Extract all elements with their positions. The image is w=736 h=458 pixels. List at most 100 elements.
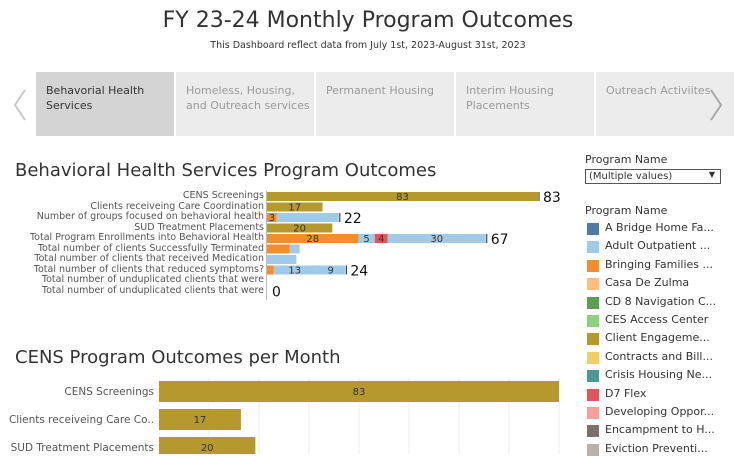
legend-item-label: Developing Oppor... bbox=[605, 405, 715, 418]
chart1-bar-segment bbox=[289, 244, 300, 254]
legend-item-label: CES Access Center bbox=[605, 313, 709, 326]
tab-behavioral-health[interactable]: Behavorial Health Services bbox=[36, 72, 174, 136]
legend: A Bridge Home Fa... Adult Outpatient ... B… bbox=[587, 221, 727, 456]
chart1-row-label: Total number of unduplicated clients tha… bbox=[41, 284, 264, 296]
tab-permanent-housing[interactable]: Permanent Housing bbox=[316, 72, 454, 136]
program-name-filter-dropdown[interactable]: (Multiple values) ▼ bbox=[585, 169, 721, 184]
chart1-segment-label: 83 bbox=[396, 192, 409, 203]
chart1-segment-label: 4 bbox=[378, 234, 384, 245]
legend-item-label: Casa De Zulma bbox=[605, 276, 690, 290]
chart1-segment-label: 5 bbox=[363, 234, 369, 245]
chart2-bar-label: 17 bbox=[194, 415, 207, 426]
chevron-left-icon[interactable] bbox=[12, 88, 28, 122]
chart1-bar-segment bbox=[387, 234, 486, 243]
chart1-segment-label: 17 bbox=[288, 203, 301, 214]
chart1-row-label: Number of groups focused on behavioral h… bbox=[36, 211, 264, 222]
chart1-bar-segment bbox=[267, 192, 538, 201]
chevron-right-icon[interactable] bbox=[708, 88, 724, 122]
legend-swatch bbox=[587, 407, 599, 419]
chart2-bar-label: 83 bbox=[353, 387, 366, 398]
chart1-row-label: Clients receiveing Care Coordination bbox=[90, 200, 264, 212]
chart1-row-label: CENS Screenings bbox=[182, 190, 264, 201]
chart2-bars: 83 17 20 bbox=[158, 378, 560, 454]
legend-item-label: Encampment to H... bbox=[605, 423, 715, 437]
chart1-segment-label: 30 bbox=[430, 234, 443, 245]
chart2-bar-label: 20 bbox=[201, 443, 214, 454]
chart1-bar-segment bbox=[273, 265, 316, 275]
section-title-bh: Behavioral Health Services Program Outco… bbox=[15, 160, 437, 181]
chart1-bar-segment bbox=[374, 234, 388, 243]
chart1-total-label: 24 bbox=[350, 264, 368, 280]
tab-bar: Behavorial Health Services Homeless, Hou… bbox=[36, 72, 736, 136]
legend-swatch bbox=[587, 425, 599, 438]
chart2-bar bbox=[159, 409, 241, 430]
chart1-row-label: Total number of clients that reduced sym… bbox=[33, 263, 264, 275]
legend-item-label: D7 Flex bbox=[605, 386, 647, 400]
chart1-bar-segment bbox=[358, 234, 375, 243]
legend-item-label: Adult Outpatient ... bbox=[605, 239, 711, 253]
tab-interim-housing[interactable]: Interim Housing Placements bbox=[456, 72, 594, 136]
filter-label: Program Name bbox=[585, 153, 668, 166]
tab-outreach-activities[interactable]: Outreach Activiites bbox=[596, 72, 734, 136]
chart2-row-label: CENS Screenings bbox=[64, 386, 154, 398]
legend-swatch bbox=[587, 315, 599, 327]
chart1-segment-label: 9 bbox=[327, 266, 333, 277]
legend-title: Program Name bbox=[585, 204, 668, 217]
chart2-row-label: Clients receiveing Care Co.. bbox=[8, 414, 154, 426]
legend-item-label: Client Engageme... bbox=[605, 331, 710, 345]
legend-item-label: Bringing Families ... bbox=[605, 257, 714, 271]
chart1-row-label: Total number of clients that received Me… bbox=[34, 253, 264, 264]
page-subtitle: This Dashboard reflect data from July 1s… bbox=[210, 40, 526, 51]
chart1-row-label: Total Program Enrollments into Behaviora… bbox=[29, 232, 264, 243]
chart1-segment-label: 13 bbox=[288, 266, 301, 277]
chart2-row-label: SUD Treatment Placements bbox=[10, 442, 154, 454]
chart1-bar-segment bbox=[267, 244, 290, 254]
chart1-row-label: Total number of clients Successfully Ter… bbox=[37, 242, 264, 254]
chart2-bar bbox=[159, 381, 559, 402]
legend-swatch bbox=[587, 333, 599, 346]
chart1-row-label: SUD Treatment Placements bbox=[134, 221, 264, 233]
chart1-labels: CENS Screenings Clients receiveing Care C… bbox=[0, 190, 264, 331]
legend-swatch bbox=[587, 259, 599, 272]
chart1-bar-segment bbox=[267, 223, 333, 233]
tab-label: Homeless, Housing, and Outreach services bbox=[186, 84, 310, 112]
filter-value: (Multiple values) bbox=[589, 171, 673, 182]
legend-swatch bbox=[587, 370, 599, 383]
chart1-total-label: 0 bbox=[272, 285, 281, 301]
chart1-bar-segment bbox=[276, 213, 339, 222]
chart2-bar bbox=[159, 437, 256, 454]
legend-swatch bbox=[587, 388, 599, 401]
chart1-segment-label: 20 bbox=[293, 224, 306, 235]
legend-swatch bbox=[587, 241, 599, 254]
chart1-total-label: 83 bbox=[543, 191, 561, 206]
chart1-row-label: Total number of unduplicated clients tha… bbox=[41, 274, 264, 285]
chart1-bar-segment bbox=[267, 265, 274, 275]
section-title-cens: CENS Program Outcomes per Month bbox=[15, 347, 341, 368]
tab-homeless-housing[interactable]: Homeless, Housing, and Outreach services bbox=[176, 72, 314, 136]
chart1-segment-label: 28 bbox=[306, 234, 319, 245]
chart1-total-label: 22 bbox=[344, 211, 362, 227]
page-title: FY 23-24 Monthly Program Outcomes bbox=[162, 8, 574, 33]
tab-label: Outreach Activiites bbox=[606, 84, 711, 97]
chart2-labels: CENS Screenings Clients receiveing Care C… bbox=[0, 378, 158, 454]
chart1-bar-segment bbox=[267, 234, 359, 243]
chart1-bar-segment bbox=[267, 255, 297, 264]
legend-swatch bbox=[587, 278, 599, 291]
tab-label: Permanent Housing bbox=[326, 84, 435, 97]
legend-item-label: Contracts and Bill... bbox=[605, 349, 713, 363]
chart1-bar-segment bbox=[315, 265, 346, 275]
legend-swatch bbox=[587, 296, 599, 309]
legend-swatch bbox=[587, 223, 599, 235]
legend-item-label: A Bridge Home Fa... bbox=[605, 221, 714, 234]
legend-swatch bbox=[587, 351, 599, 364]
tab-label: Behavorial Health Services bbox=[46, 84, 145, 112]
chart1-total-label: 67 bbox=[491, 232, 509, 248]
chart1-bar-segment bbox=[267, 202, 323, 212]
legend-item-label: Crisis Housing Ne... bbox=[605, 368, 712, 382]
legend-item-label: CD 8 Navigation C... bbox=[605, 294, 717, 308]
chart1-bar-segment bbox=[267, 213, 277, 222]
legend-swatch bbox=[587, 443, 599, 456]
caret-down-icon: ▼ bbox=[708, 170, 715, 179]
legend-item-label: Eviction Preventi... bbox=[605, 441, 708, 455]
